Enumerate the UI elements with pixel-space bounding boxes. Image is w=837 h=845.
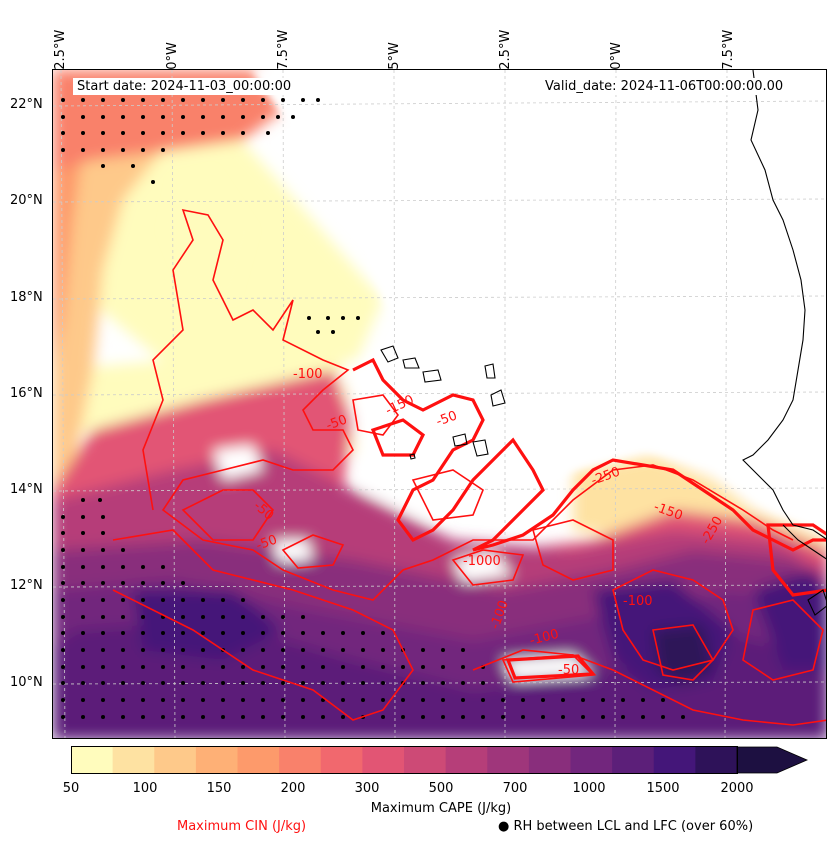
colorbar-segment [404, 747, 447, 773]
colorbar-tick: 500 [428, 781, 454, 796]
cin-contour [451, 549, 525, 586]
rh-legend-label: RH between LCL and LFC (over 60%) [513, 819, 754, 834]
stipple-mid [307, 316, 360, 334]
colorbar-tick: 1000 [572, 781, 606, 796]
cin-contour-label: -100 [623, 594, 653, 609]
guinea-coast [782, 524, 826, 560]
cape-verde-island [472, 439, 489, 457]
colorbar-extend-arrow [736, 746, 809, 774]
cape-verde-island [380, 345, 399, 363]
stipple-bottom-left [61, 498, 685, 719]
cape-verde-island [490, 389, 506, 407]
colorbar-tick: 700 [502, 781, 528, 796]
cin-contour-thick [766, 523, 826, 597]
colorbar-segment [112, 747, 155, 773]
cape-field-map: -100 -50 -150 -50 -50 -50 -250 -1000 -10… [53, 70, 826, 738]
colorbar-segment [653, 747, 696, 773]
cin-contour-thick [505, 654, 597, 680]
start-date-label: Start date: 2024-11-03_00:00:00 [73, 78, 296, 95]
rh-legend: ● RH between LCL and LFC (over 60%) [498, 819, 753, 834]
cin-contour-label: -50 [558, 663, 579, 678]
cape-verde-island [409, 453, 416, 460]
lat-label: 18°N [10, 290, 43, 305]
cin-contour [281, 534, 345, 569]
africa-coastline [742, 70, 826, 540]
cin-contour [181, 489, 275, 541]
cin-contour [742, 599, 824, 681]
colorbar-segment [71, 747, 114, 773]
lat-label: 20°N [10, 193, 43, 208]
cape-verde-island [484, 363, 496, 379]
cin-contour-label: -1000 [463, 554, 501, 569]
colorbar-segment [320, 747, 363, 773]
cin-contour [411, 469, 484, 521]
gridlines [53, 70, 826, 738]
colorbar-tick: 50 [62, 781, 80, 796]
map-panel[interactable]: -100 -50 -150 -50 -50 -50 -250 -1000 -10… [52, 69, 827, 739]
cape-verde-island [402, 357, 420, 369]
cin-contour [612, 569, 734, 671]
cin-contour [652, 624, 714, 681]
lat-label: 22°N [10, 97, 43, 112]
colorbar-label: Maximum CAPE (J/kg) [370, 801, 512, 816]
colorbar-segment [612, 747, 655, 773]
cape-verde-island [452, 433, 468, 447]
cin-contour [472, 649, 826, 726]
rh-stipple-dots [61, 98, 685, 719]
colorbar-segment [695, 747, 738, 773]
lat-label: 14°N [10, 482, 43, 497]
cape-verde-island [422, 369, 442, 383]
colorbar-tick: 150 [206, 781, 232, 796]
colorbar-segment [445, 747, 488, 773]
colorbar-tick: 100 [132, 781, 158, 796]
colorbar-tick: 200 [280, 781, 306, 796]
colorbar-tick: 2000 [720, 781, 754, 796]
cape-colorbar [71, 746, 809, 774]
guinea-coast [807, 589, 826, 616]
cin-contour-label: -50 [324, 412, 349, 433]
land-mask [163, 70, 826, 530]
cin-legend-label: Maximum CIN (J/kg) [177, 819, 307, 834]
valid-date-label: Valid_date: 2024-11-06T00:00:00.00 [541, 78, 788, 95]
colorbar-tick: 300 [354, 781, 380, 796]
cin-contour-label: -50 [434, 408, 459, 429]
colorbar-tick: 1500 [646, 781, 680, 796]
lat-label: 16°N [10, 386, 43, 401]
colorbar-segment [237, 747, 280, 773]
coastline [380, 70, 826, 616]
stipple-top-left [61, 98, 320, 184]
cin-contour-thick [352, 357, 826, 552]
cin-contour-thick [370, 418, 426, 457]
lat-label: 12°N [10, 578, 43, 593]
cin-contour [112, 529, 414, 721]
colorbar-segment [154, 747, 197, 773]
cin-contours-thick [352, 357, 826, 680]
cin-contour-label: -50 [254, 532, 279, 553]
colorbar-segment [570, 747, 613, 773]
colorbar-segment [195, 747, 239, 773]
cin-contour-label: -100 [528, 627, 560, 649]
lat-label: 10°N [10, 675, 43, 690]
colorbar-segment [487, 747, 530, 773]
cin-contour-label: -100 [293, 367, 323, 382]
cape-fill-layer [53, 70, 826, 738]
colorbar-segments [71, 747, 738, 773]
colorbar-segment [279, 747, 322, 773]
colorbar-segment [362, 747, 405, 773]
cin-contour [532, 519, 614, 581]
rh-dot-icon: ● [498, 819, 510, 834]
colorbar-outline [71, 746, 738, 774]
colorbar-segment [528, 747, 572, 773]
